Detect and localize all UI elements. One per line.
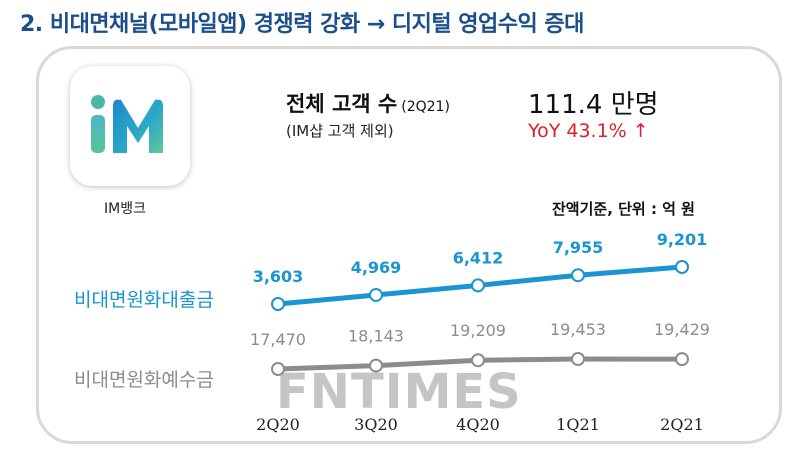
data-label: 19,209 (450, 321, 506, 340)
data-point (271, 297, 285, 311)
page-title: 2. 비대면채널(모바일앱) 경쟁력 강화 → 디지털 영업수익 증대 (20, 12, 584, 37)
x-tick-label: 4Q20 (456, 415, 500, 434)
data-label: 7,955 (553, 238, 604, 257)
series-label: 비대면원화예수금 (74, 369, 214, 391)
im-logo-icon (91, 95, 163, 153)
x-tick-label: 2Q21 (660, 415, 704, 434)
app-icon (70, 66, 190, 186)
data-point (571, 352, 585, 366)
data-label: 19,453 (550, 320, 606, 339)
data-label: 19,429 (654, 320, 710, 339)
kpi-period: (2Q21) (401, 99, 450, 115)
data-label: 3,603 (253, 267, 304, 286)
data-point (675, 352, 689, 367)
data-point (471, 353, 485, 368)
x-tick-label: 3Q20 (354, 415, 398, 434)
data-point (571, 268, 585, 283)
data-point (271, 362, 285, 376)
data-label: 9,201 (657, 230, 708, 249)
x-tick-label: 1Q21 (556, 415, 600, 434)
x-tick-label: 2Q20 (256, 415, 300, 434)
data-point (369, 287, 383, 302)
data-label: 6,412 (453, 248, 504, 267)
app-name: IM뱅크 (104, 201, 146, 217)
data-point (675, 260, 689, 274)
data-point (471, 278, 485, 293)
data-point (369, 358, 383, 373)
kpi-growth: YoY 43.1% ↑ (528, 120, 649, 142)
series-label: 비대면원화대출금 (74, 289, 214, 311)
watermark: FNTIMES (276, 364, 522, 420)
kpi-note: (IM샵 고객 제외) (286, 122, 394, 140)
unit-note: 잔액기준, 단위 : 억 원 (552, 200, 695, 218)
data-label: 4,969 (351, 258, 402, 277)
kpi-value: 111.4 만명 (528, 90, 659, 120)
kpi-label-text: 전체 고객 수 (286, 92, 398, 116)
data-label: 17,470 (250, 330, 306, 349)
kpi-label: 전체 고객 수 (2Q21) (286, 88, 450, 118)
data-label: 18,143 (348, 327, 404, 346)
